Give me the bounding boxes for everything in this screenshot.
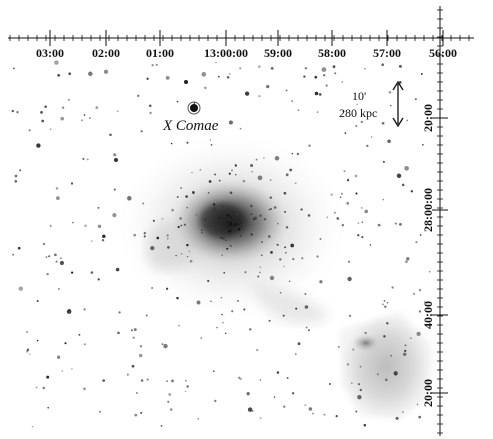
top-tick-label: 02:00 bbox=[92, 46, 120, 60]
right-tick-label: 20:00 bbox=[421, 104, 435, 132]
top-tick-label: 13:00:00 bbox=[204, 46, 248, 60]
right-axis: 20:00 28:00:00 40:00 20:00 bbox=[421, 6, 448, 436]
scale-bar: 10' 280 kpc bbox=[339, 80, 404, 128]
point-sources bbox=[11, 60, 433, 428]
top-tick-label: 03:00 bbox=[36, 46, 64, 60]
top-tick-label: 58:00 bbox=[318, 46, 346, 60]
right-tick-label: 40:00 bbox=[421, 301, 435, 329]
top-tick-label: 59:00 bbox=[264, 46, 292, 60]
right-tick-label: 28:00:00 bbox=[421, 188, 435, 232]
top-tick-label: 57:00 bbox=[373, 46, 401, 60]
subgroup-emission bbox=[340, 312, 432, 420]
top-axis: 03:00 02:00 01:00 13:00:00 59:00 58:00 57:00 56… bbox=[8, 30, 474, 60]
top-tick-label: 01:00 bbox=[146, 46, 174, 60]
scale-angle-label: 10' bbox=[352, 89, 366, 103]
scale-length-label: 280 kpc bbox=[339, 106, 377, 120]
object-label: X Comae bbox=[162, 118, 219, 134]
bright-source bbox=[114, 80, 201, 162]
top-tick-label: 56:00 bbox=[429, 46, 457, 60]
diffuse-emission bbox=[112, 131, 352, 324]
right-tick-label: 20:00 bbox=[421, 379, 435, 407]
